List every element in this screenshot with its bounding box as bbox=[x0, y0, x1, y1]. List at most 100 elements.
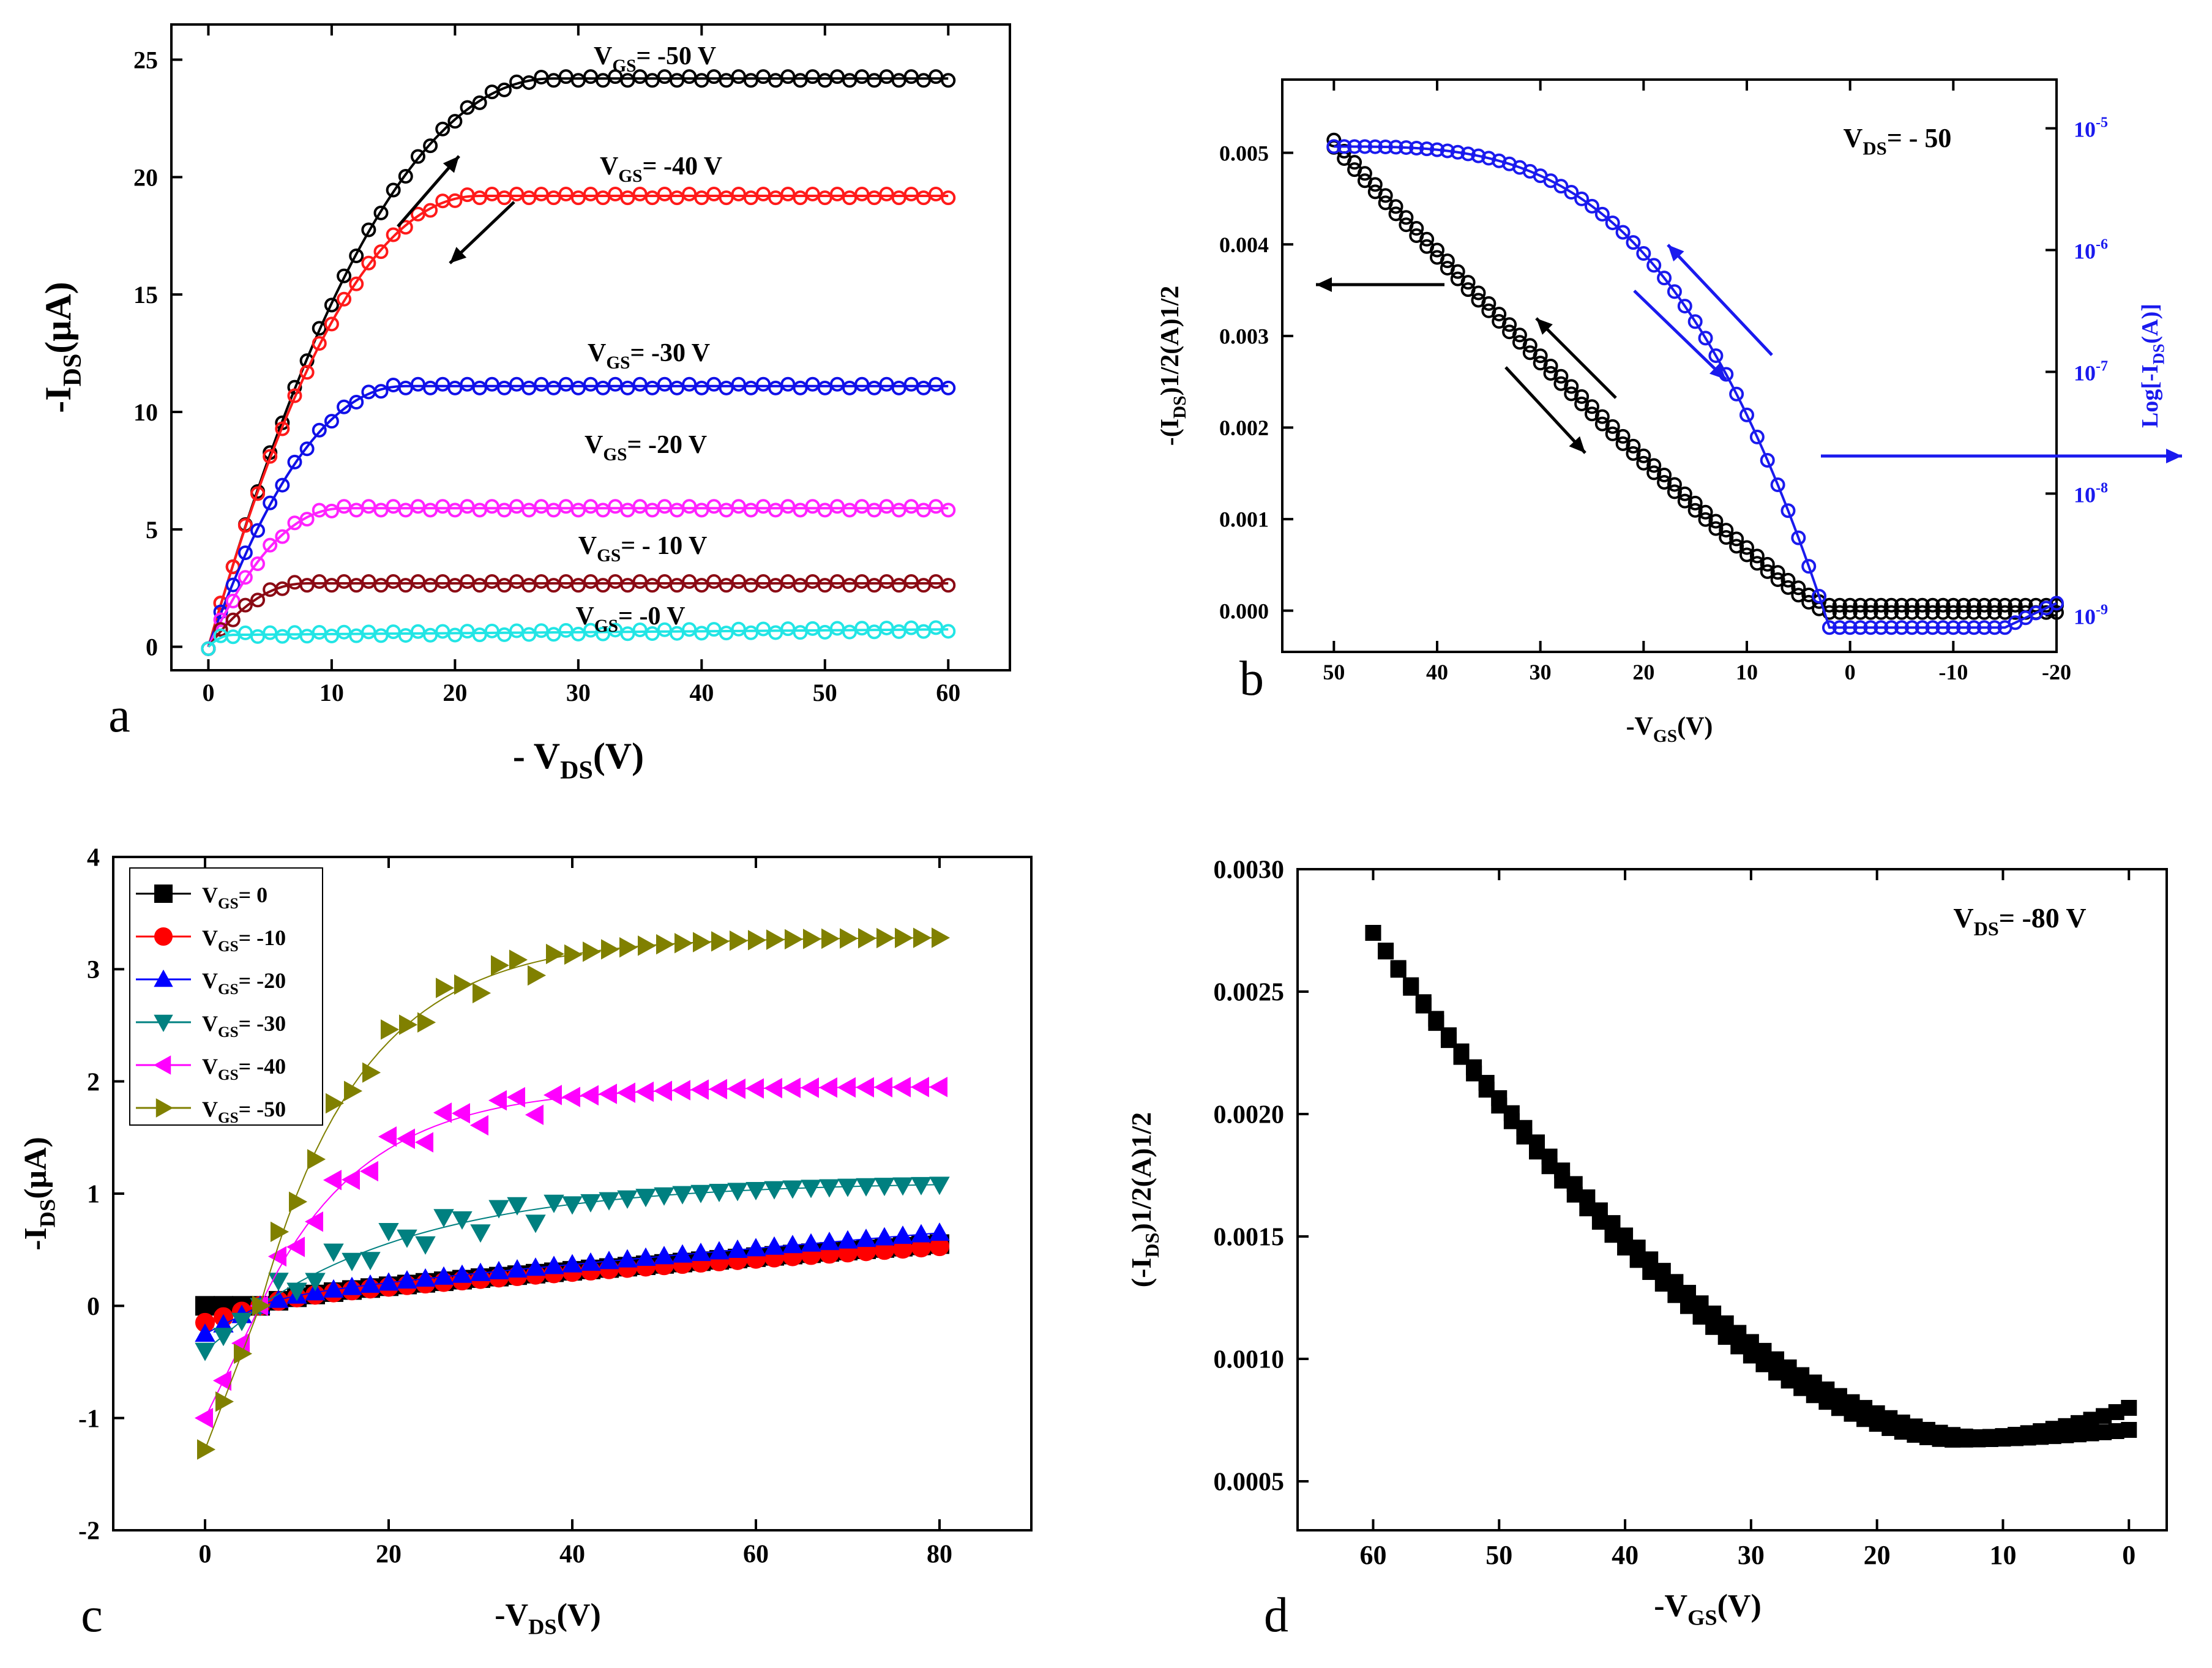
panel-a-point bbox=[891, 503, 906, 518]
panel-d-point bbox=[1503, 1113, 1520, 1129]
panel-b-point bbox=[1842, 605, 1858, 620]
panel-d-point bbox=[1378, 943, 1394, 960]
panel-b-point bbox=[1760, 556, 1775, 572]
panel-d-point bbox=[1466, 1065, 1482, 1082]
panel-a-point bbox=[386, 377, 401, 392]
panel-a-point bbox=[509, 574, 525, 589]
panel-a-point bbox=[805, 621, 820, 636]
panel-c-point bbox=[895, 927, 914, 949]
panel-b-point bbox=[1729, 386, 1744, 402]
panel-b-point bbox=[1471, 148, 1486, 163]
panel-d-point bbox=[1365, 925, 1381, 941]
panel-a-point bbox=[509, 499, 525, 514]
panel-a-point bbox=[682, 186, 697, 201]
panel-a-point bbox=[645, 73, 660, 88]
panel-a-point bbox=[410, 574, 425, 589]
panel-c-point bbox=[342, 1252, 362, 1271]
panel-a-point bbox=[521, 503, 537, 518]
panel-a-point bbox=[558, 623, 574, 638]
panel-b-point bbox=[1409, 221, 1424, 236]
panel-b-point bbox=[1967, 597, 1982, 613]
panel-a-point bbox=[941, 624, 956, 639]
panel-c-xtick-label: 0 bbox=[199, 1541, 212, 1569]
panel-c-series-1 bbox=[195, 1236, 949, 1333]
panel-a-point bbox=[299, 441, 315, 457]
panel-a-point bbox=[731, 621, 746, 637]
panel-a-point bbox=[337, 291, 352, 307]
panel-a-point bbox=[903, 376, 919, 392]
panel-b-point bbox=[1729, 539, 1744, 554]
panel-a-point bbox=[596, 503, 611, 518]
panel-a-point bbox=[596, 190, 611, 206]
panel-d-point bbox=[1390, 962, 1407, 978]
panel-a-point bbox=[558, 69, 574, 84]
panel-a-point bbox=[743, 380, 758, 395]
panel-c-point bbox=[782, 1077, 801, 1099]
panel-d-point bbox=[1541, 1158, 1558, 1175]
panel-b-point bbox=[1976, 605, 1992, 620]
panel-c-point bbox=[452, 1211, 473, 1230]
panel-a-point bbox=[645, 503, 660, 518]
panel-a-point bbox=[829, 376, 845, 392]
panel-c-point bbox=[840, 928, 859, 949]
panel-a-point bbox=[312, 574, 327, 589]
panel-a-point bbox=[237, 570, 253, 585]
panel-b-point bbox=[1626, 235, 1641, 250]
panel-a-point bbox=[879, 620, 894, 635]
panel-a-point bbox=[706, 622, 722, 637]
panel-a-point bbox=[410, 624, 425, 639]
panel-a-point bbox=[941, 190, 956, 206]
panel-c-point bbox=[378, 1272, 399, 1291]
panel-a-point bbox=[324, 578, 339, 593]
panel-a-point bbox=[842, 503, 858, 518]
panel-a-point bbox=[829, 186, 845, 201]
panel-a-point bbox=[213, 622, 228, 637]
panel-b-point bbox=[1791, 580, 1806, 596]
panel-a-point bbox=[657, 376, 672, 392]
panel-c-point bbox=[197, 1439, 216, 1460]
panel-a-point bbox=[842, 624, 858, 640]
panel-b-point bbox=[1388, 199, 1403, 214]
panel-b-arrow-black-up-head bbox=[1536, 318, 1553, 335]
panel-c-point bbox=[837, 1230, 858, 1249]
panel-a-point bbox=[435, 574, 450, 589]
panel-a-point bbox=[460, 499, 475, 514]
panel-b-y2tick-label: 10-9 bbox=[2074, 602, 2108, 629]
panel-c-point bbox=[491, 955, 510, 976]
panel-a-point bbox=[879, 499, 894, 514]
panel-b-point bbox=[1822, 620, 1837, 635]
panel-d-xtick-label: 60 bbox=[1359, 1540, 1386, 1570]
panel-c-point bbox=[433, 1209, 454, 1228]
panel-c-point bbox=[635, 1189, 656, 1208]
panel-b-point bbox=[1502, 317, 1517, 332]
panel-b-point bbox=[1739, 547, 1754, 563]
panel-c-y-axis-label: -IDS(μA) bbox=[18, 1137, 60, 1251]
panel-b-point bbox=[1594, 409, 1610, 424]
panel-c-point bbox=[213, 1328, 234, 1347]
panel-a-point bbox=[929, 620, 944, 635]
panel-c-point bbox=[562, 1196, 583, 1215]
panel-b-point bbox=[1832, 620, 1847, 635]
panel-a-point bbox=[941, 578, 956, 593]
panel-c-point bbox=[764, 1236, 785, 1255]
panel-b-point bbox=[1605, 419, 1620, 434]
panel-d-point bbox=[1403, 979, 1419, 996]
panel-c-point bbox=[654, 1246, 674, 1265]
panel-a-point bbox=[558, 376, 574, 392]
panel-b-y2tick-label: 10-5 bbox=[2074, 115, 2108, 142]
panel-a-point bbox=[484, 623, 499, 638]
panel-a-point bbox=[780, 186, 796, 201]
panel-a-point bbox=[570, 380, 586, 395]
panel-b-point bbox=[1481, 296, 1496, 311]
panel-c-legend: VGS= 0 VGS= -10 VGS= -20 VGS= -30 VGS= -40 VG… bbox=[129, 867, 323, 1126]
panel-a-point bbox=[447, 578, 463, 593]
panel-a-point bbox=[817, 380, 832, 395]
panel-a-point bbox=[521, 578, 537, 593]
panel-a-point bbox=[756, 69, 771, 84]
panel-b-point bbox=[1915, 605, 1930, 620]
panel-d-ytick-label: 0.0025 bbox=[1214, 979, 1285, 1007]
panel-b-point bbox=[1770, 565, 1785, 580]
panel-c-xtick-label: 60 bbox=[743, 1541, 769, 1569]
panel-a-point bbox=[337, 574, 352, 589]
